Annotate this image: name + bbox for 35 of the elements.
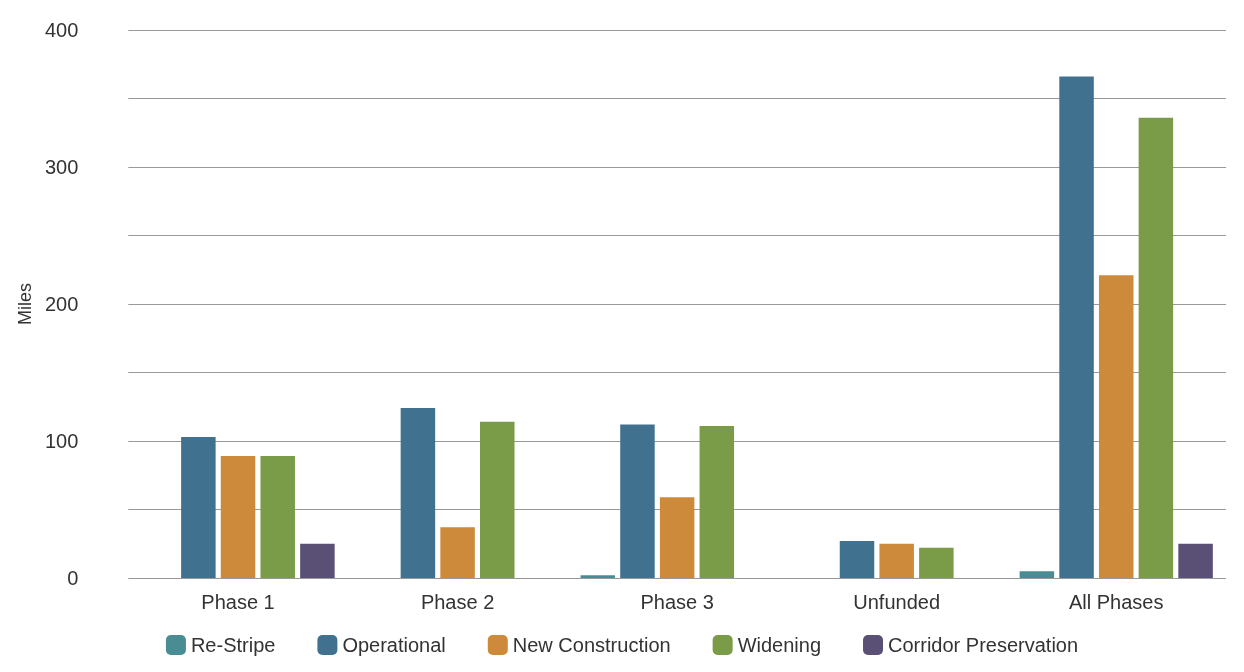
legend-label: Corridor Preservation bbox=[888, 634, 1079, 656]
bar bbox=[1178, 543, 1213, 578]
bar bbox=[400, 408, 436, 578]
bar bbox=[1059, 76, 1094, 578]
bar bbox=[1098, 275, 1134, 578]
bar bbox=[699, 425, 735, 578]
y-tick-label: 200 bbox=[44, 293, 79, 315]
x-tick-label: Phase 1 bbox=[201, 591, 275, 613]
y-tick-label: 0 bbox=[67, 567, 79, 589]
x-tick-label: Phase 3 bbox=[640, 591, 714, 613]
y-tick-label: 300 bbox=[44, 156, 79, 178]
x-tick-label: Unfunded bbox=[853, 591, 941, 613]
bar bbox=[220, 456, 256, 578]
legend-label: New Construction bbox=[512, 634, 671, 656]
bar bbox=[440, 527, 475, 578]
bar bbox=[1138, 117, 1174, 578]
bar bbox=[580, 575, 616, 578]
legend-label: Re-Stripe bbox=[190, 634, 276, 656]
legend-label: Widening bbox=[737, 634, 822, 656]
bar bbox=[839, 541, 875, 578]
bar bbox=[260, 456, 295, 578]
bar bbox=[480, 421, 515, 578]
x-tick-label: All Phases bbox=[1068, 591, 1164, 613]
bar bbox=[919, 547, 954, 578]
bar bbox=[1019, 571, 1055, 578]
x-tick-label: Phase 2 bbox=[420, 591, 495, 613]
bar bbox=[300, 543, 335, 578]
bar bbox=[659, 497, 695, 578]
y-tick-label: 400 bbox=[44, 19, 79, 41]
legend-label: Operational bbox=[342, 634, 446, 656]
y-tick-label: 100 bbox=[44, 430, 79, 452]
bar bbox=[181, 436, 216, 578]
bar bbox=[620, 424, 655, 578]
bar bbox=[879, 543, 914, 578]
y-axis-title: Miles bbox=[15, 282, 35, 326]
